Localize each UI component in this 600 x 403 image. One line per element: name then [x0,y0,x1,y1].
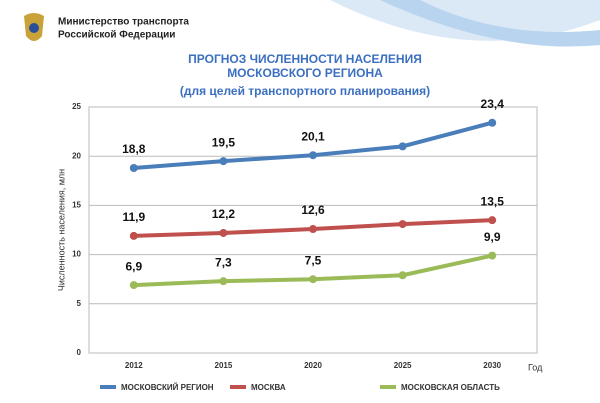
decoration [380,0,600,47]
x-tick-label: 2025 [394,361,412,370]
data-label: 19,5 [212,135,236,149]
legend-label: МОСКВА [251,383,286,392]
data-point [219,157,228,166]
legend-label: МОСКОВСКАЯ ОБЛАСТЬ [401,383,500,392]
data-point [219,277,228,286]
y-tick-label: 10 [72,250,81,259]
data-point [488,251,497,260]
chart-title: МОСКОВСКОГО РЕГИОНА [227,66,383,80]
data-point [398,220,407,229]
y-tick-label: 25 [72,102,81,111]
y-axis-label: Численность населения, млн [56,169,66,291]
data-point [309,225,317,234]
y-tick-label: 20 [72,151,81,160]
chart-title: ПРОГНОЗ ЧИСЛЕННОСТИ НАСЕЛЕНИЯ [188,52,422,66]
data-point [219,228,228,237]
data-point [129,231,138,240]
data-label: 20,1 [301,129,325,143]
data-label: 13,5 [481,194,505,208]
data-label: 7,3 [215,255,232,269]
x-tick-label: 2015 [215,361,233,370]
x-tick-label: 2020 [304,361,322,370]
chart-subtitle: (для целей транспортного планирования) [180,84,430,98]
data-label: 18,8 [122,142,146,156]
header-text: Российской Федерации [58,30,175,41]
data-point [129,281,138,290]
x-axis-label: Год [528,362,543,372]
data-point [488,216,497,225]
data-point [398,271,407,280]
y-tick-label: 5 [77,299,82,308]
legend-label: МОСКОВСКИЙ РЕГИОН [121,383,214,392]
data-label: 12,6 [301,203,325,217]
emblem [24,13,44,41]
data-point [398,142,407,151]
data-label: 6,9 [125,259,142,273]
data-point [129,164,138,173]
data-point [488,118,497,127]
data-point [309,151,317,160]
x-tick-label: 2030 [483,361,501,370]
data-label: 12,2 [212,207,236,221]
y-tick-label: 0 [77,348,82,357]
data-label: 23,4 [481,97,505,111]
y-tick-label: 15 [72,201,81,210]
data-label: 7,5 [305,253,322,267]
header-text: Министерство транспорта [58,17,189,28]
data-point [309,275,317,284]
x-tick-label: 2012 [125,361,143,370]
data-label: 9,9 [484,230,501,244]
data-label: 11,9 [122,210,145,224]
